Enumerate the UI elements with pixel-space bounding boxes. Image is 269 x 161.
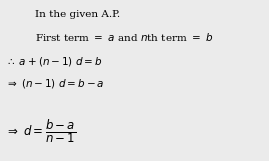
- Text: In the given A.P.: In the given A.P.: [35, 10, 120, 19]
- Text: $\Rightarrow$ $(n - 1)$ $d = b - a$: $\Rightarrow$ $(n - 1)$ $d = b - a$: [5, 77, 105, 90]
- Text: First term $=$ $a$ and $n$th term $=$ $b$: First term $=$ $a$ and $n$th term $=$ $b…: [35, 31, 213, 43]
- Text: $\therefore$ $a + (n - 1)$ $d = b$: $\therefore$ $a + (n - 1)$ $d = b$: [5, 55, 103, 68]
- Text: $\Rightarrow$ $d = \dfrac{b-a}{n-1}$: $\Rightarrow$ $d = \dfrac{b-a}{n-1}$: [5, 119, 77, 145]
